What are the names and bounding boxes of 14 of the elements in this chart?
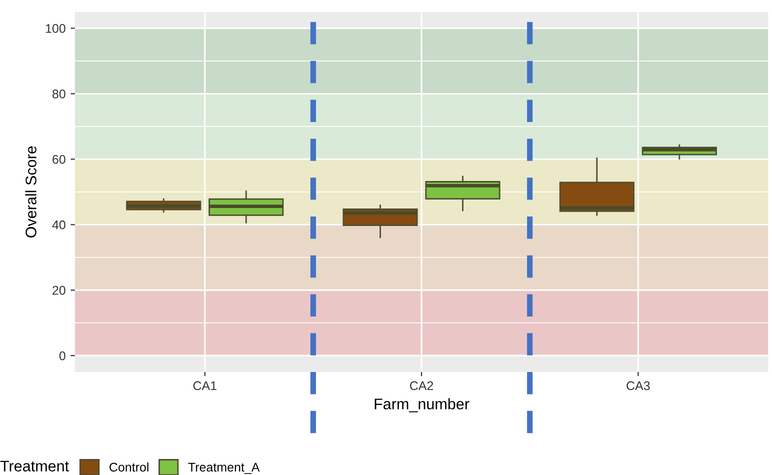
- legend-title: Treatment: [0, 460, 69, 472]
- legend-label: Treatment_A: [188, 462, 260, 474]
- x-tick-label: CA3: [626, 381, 650, 390]
- y-tick-label: 40: [52, 220, 66, 230]
- x-tick-label: CA2: [410, 381, 434, 390]
- y-axis-title: Overall Score: [25, 146, 36, 238]
- x-tick-label: CA1: [193, 381, 216, 390]
- y-tick-label: 100: [46, 24, 66, 33]
- y-tick-label: 0: [59, 351, 66, 360]
- y-tick-label: 20: [52, 286, 66, 295]
- legend-label: Control: [110, 462, 148, 472]
- x-axis-title: Farm_number: [374, 398, 470, 412]
- y-tick-label: 60: [52, 154, 66, 164]
- y-tick-label: 80: [52, 90, 66, 98]
